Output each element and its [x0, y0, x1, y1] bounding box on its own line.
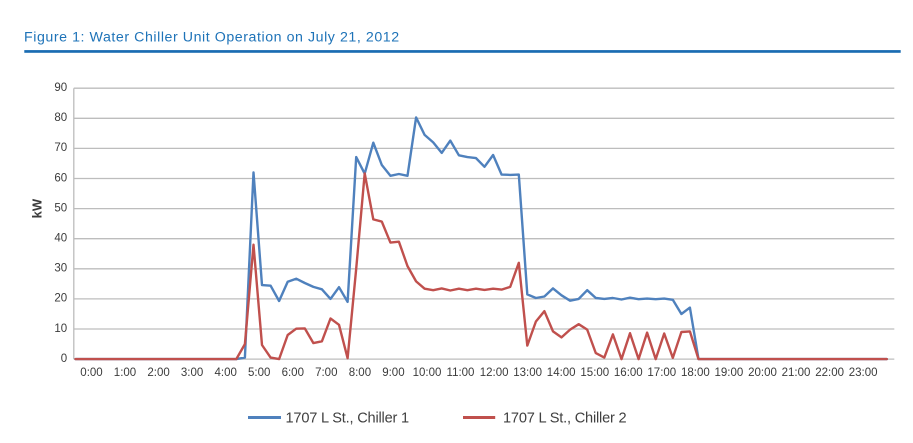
svg-text:2:00: 2:00 — [147, 367, 169, 379]
svg-text:18:00: 18:00 — [681, 367, 710, 379]
svg-text:30: 30 — [54, 263, 67, 275]
svg-text:22:00: 22:00 — [815, 367, 844, 379]
svg-text:13:00: 13:00 — [513, 367, 542, 379]
svg-text:50: 50 — [54, 202, 67, 214]
svg-text:90: 90 — [54, 82, 67, 94]
svg-text:15:00: 15:00 — [580, 367, 609, 379]
svg-text:11:00: 11:00 — [447, 367, 475, 379]
svg-text:0:00: 0:00 — [80, 367, 102, 379]
svg-text:1707 L St., Chiller 1: 1707 L St., Chiller 1 — [286, 411, 410, 427]
svg-text:20:00: 20:00 — [748, 367, 777, 379]
svg-text:40: 40 — [54, 233, 67, 245]
svg-text:1:00: 1:00 — [114, 367, 136, 379]
svg-text:1707 L St., Chiller 2: 1707 L St., Chiller 2 — [503, 411, 627, 427]
svg-text:4:00: 4:00 — [215, 367, 237, 379]
svg-text:6:00: 6:00 — [282, 367, 304, 379]
svg-text:7:00: 7:00 — [315, 367, 337, 379]
svg-text:kW: kW — [29, 198, 44, 218]
svg-text:19:00: 19:00 — [715, 367, 744, 379]
svg-text:10: 10 — [54, 323, 67, 335]
svg-text:16:00: 16:00 — [614, 367, 643, 379]
svg-text:10:00: 10:00 — [413, 367, 442, 379]
svg-text:12:00: 12:00 — [480, 367, 509, 379]
svg-text:20: 20 — [54, 293, 67, 305]
svg-text:3:00: 3:00 — [181, 367, 203, 379]
svg-text:23:00: 23:00 — [849, 367, 878, 379]
svg-text:60: 60 — [54, 172, 67, 184]
svg-text:0: 0 — [61, 353, 67, 365]
svg-text:21:00: 21:00 — [782, 367, 811, 379]
svg-text:8:00: 8:00 — [349, 367, 371, 379]
svg-text:17:00: 17:00 — [647, 367, 676, 379]
svg-text:80: 80 — [54, 112, 67, 124]
svg-text:Figure 1: Water Chiller Unit O: Figure 1: Water Chiller Unit Operation o… — [24, 30, 400, 46]
svg-text:14:00: 14:00 — [547, 367, 576, 379]
svg-text:70: 70 — [54, 142, 67, 154]
svg-text:9:00: 9:00 — [382, 367, 404, 379]
svg-text:5:00: 5:00 — [248, 367, 270, 379]
